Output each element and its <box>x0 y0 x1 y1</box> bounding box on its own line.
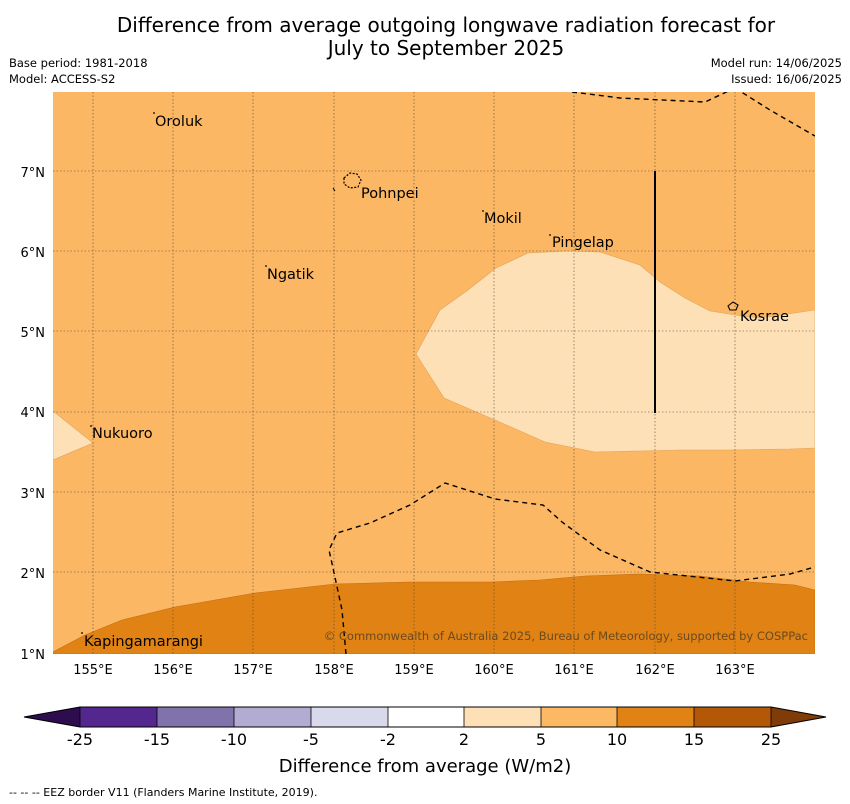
place-pingelap: Pingelap <box>552 235 614 251</box>
place-pohnpei: Pohnpei <box>361 186 419 202</box>
place-mokil: Mokil <box>484 211 522 227</box>
y-axis-ticks: 1°N 2°N 3°N 4°N 5°N 6°N 7°N <box>21 166 46 663</box>
y-tick-label: 2°N <box>21 567 46 582</box>
x-tick-label: 157°E <box>233 663 273 678</box>
y-tick-label: 3°N <box>21 487 46 502</box>
issued-date: Issued: 16/06/2025 <box>731 72 842 86</box>
x-tick-label: 156°E <box>153 663 193 678</box>
meta-right: Model run: 14/06/2025 Issued: 16/06/2025 <box>711 55 842 87</box>
eez-footnote: -- -- -- EEZ border V11 (Flanders Marine… <box>9 786 318 799</box>
model-name: Model: ACCESS-S2 <box>9 72 116 86</box>
nukuoro-dot <box>90 425 92 427</box>
y-tick-label: 4°N <box>21 406 46 421</box>
colorbar-label: 25 <box>761 730 781 749</box>
colorbar-segment <box>617 707 694 727</box>
colorbar: -25 -15 -10 -5 -2 2 5 10 15 25 Differenc… <box>23 706 827 777</box>
ant-atoll-shape <box>332 187 336 192</box>
base-period: Base period: 1981-2018 <box>9 56 148 70</box>
colorbar-title: Difference from average (W/m2) <box>279 756 571 777</box>
colorbar-label: 5 <box>536 730 546 749</box>
place-ngatik: Ngatik <box>267 267 315 283</box>
copyright-notice: © Commonwealth of Australia 2025, Bureau… <box>324 629 808 643</box>
oroluk-dot <box>153 112 155 114</box>
x-tick-label: 158°E <box>314 663 354 678</box>
colorbar-label: -2 <box>380 730 396 749</box>
x-tick-label: 163°E <box>715 663 755 678</box>
colorbar-segment <box>311 707 388 727</box>
colorbar-segment <box>694 707 771 727</box>
colorbar-label: -5 <box>303 730 319 749</box>
place-nukuoro: Nukuoro <box>92 426 153 442</box>
x-tick-label: 161°E <box>554 663 594 678</box>
pohnpei-island-shape <box>343 172 362 189</box>
colorbar-segment <box>388 707 464 727</box>
x-axis-ticks: 155°E 156°E 157°E 158°E 159°E 160°E 161°… <box>73 663 755 678</box>
colorbar-label: -25 <box>67 730 93 749</box>
kosrae-island-shape <box>727 301 739 311</box>
y-tick-label: 6°N <box>21 246 46 261</box>
y-tick-label: 1°N <box>21 648 46 663</box>
colorbar-label: 15 <box>684 730 704 749</box>
model-run: Model run: 14/06/2025 <box>710 56 842 70</box>
colorbar-label: -10 <box>221 730 247 749</box>
map-panel: Oroluk Pohnpei Mokil Pingelap Ngatik Kos… <box>53 92 815 654</box>
colorbar-segment <box>234 707 311 727</box>
chart-title: Difference from average outgoing longwav… <box>60 14 832 60</box>
kapingamarangi-dot <box>81 632 83 634</box>
place-kapingamarangi: Kapingamarangi <box>84 634 203 650</box>
ngatik-dot <box>265 265 267 267</box>
place-kosrae: Kosrae <box>740 309 789 325</box>
eez-borders <box>328 92 815 654</box>
meta-left: Base period: 1981-2018 Model: ACCESS-S2 <box>9 55 148 87</box>
mokil-dot <box>482 210 484 212</box>
place-oroluk: Oroluk <box>155 114 203 130</box>
colorbar-label: 10 <box>607 730 627 749</box>
x-tick-label: 162°E <box>635 663 675 678</box>
title-line-2: July to September 2025 <box>327 36 565 60</box>
y-tick-label: 5°N <box>21 326 46 341</box>
title-line-1: Difference from average outgoing longwav… <box>116 13 776 37</box>
colorbar-label: 2 <box>459 730 469 749</box>
colorbar-extend-low <box>24 707 80 727</box>
colorbar-segment <box>541 707 617 727</box>
x-tick-label: 155°E <box>73 663 113 678</box>
pingelap-dot <box>549 234 551 236</box>
colorbar-segment <box>157 707 234 727</box>
x-tick-label: 159°E <box>394 663 434 678</box>
colorbar-segment <box>464 707 541 727</box>
anomaly-2-5-region-west <box>53 410 94 461</box>
anomaly-10-15-region <box>53 573 815 654</box>
colorbar-segment <box>80 707 157 727</box>
y-tick-label: 7°N <box>21 166 46 181</box>
x-tick-label: 160°E <box>474 663 514 678</box>
colorbar-extend-high <box>771 707 826 727</box>
anomaly-2-5-region-east <box>415 250 815 453</box>
colorbar-label: -15 <box>144 730 170 749</box>
